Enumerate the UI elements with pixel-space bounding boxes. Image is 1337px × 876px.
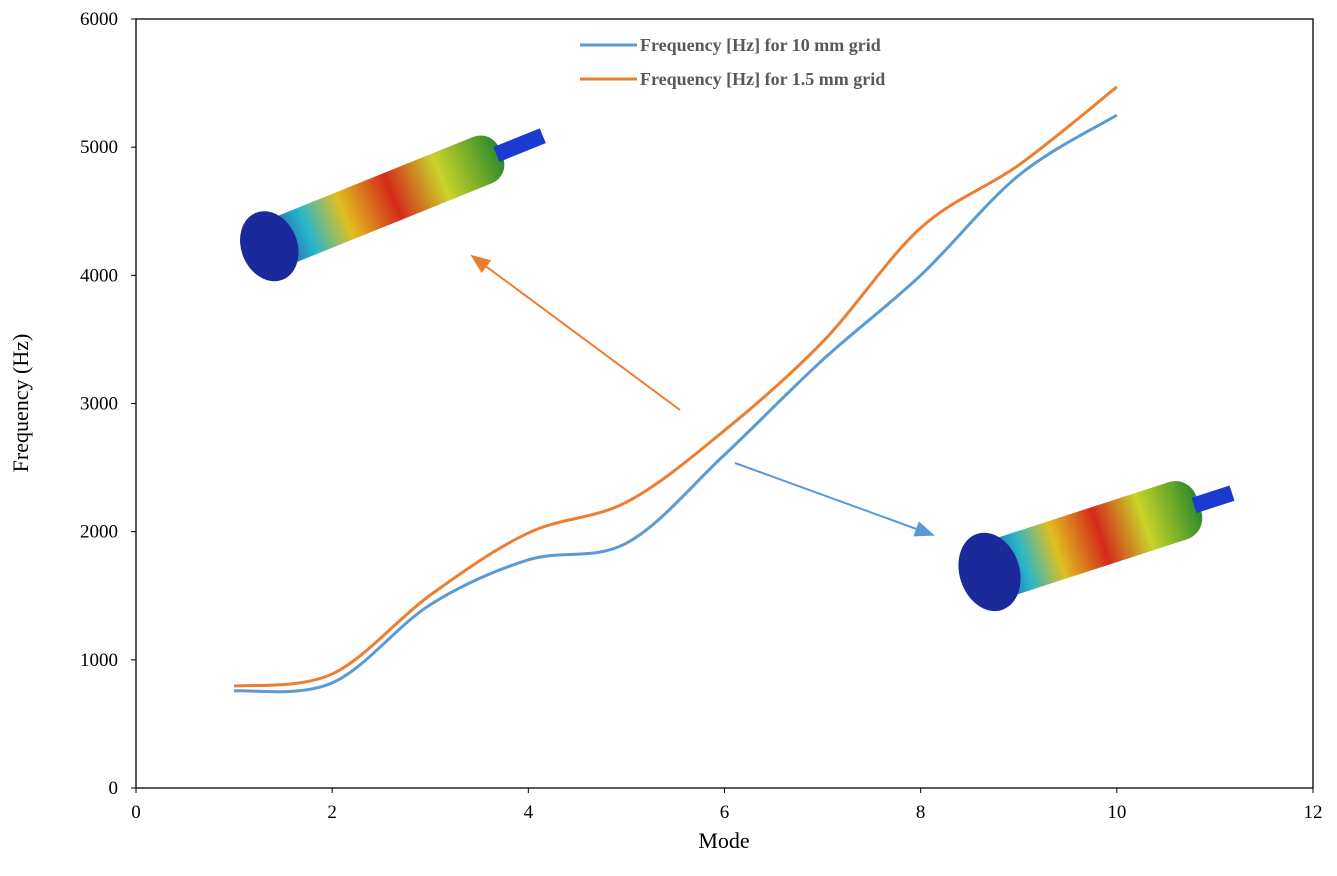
y-tick-label: 6000 — [80, 9, 118, 30]
y-tick-label: 3000 — [80, 394, 118, 415]
chart: Mode Frequency (Hz) 0 1000 2000 3000 4000 500… — [0, 0, 1337, 871]
x-axis-label: Mode — [698, 828, 749, 853]
crankshaft-image — [230, 102, 556, 290]
y-tick-label: 5000 — [80, 137, 118, 158]
plot-area — [136, 19, 1313, 788]
x-tick-label: 8 — [916, 802, 926, 823]
x-tick-label: 12 — [1304, 802, 1323, 823]
x-tick-label: 6 — [720, 802, 730, 823]
x-tick-label: 4 — [524, 802, 534, 823]
legend-label: Frequency [Hz] for 1.5 mm grid — [640, 69, 885, 89]
x-tick-label: 2 — [327, 802, 337, 823]
y-tick-label: 2000 — [80, 522, 118, 543]
legend-label: Frequency [Hz] for 10 mm grid — [640, 35, 881, 55]
arrow — [735, 463, 933, 535]
y-tick-label: 1000 — [80, 650, 118, 671]
arrow — [472, 256, 680, 410]
x-tick-label: 0 — [131, 802, 141, 823]
crankshaft-image — [949, 455, 1245, 619]
y-tick-label: 0 — [109, 778, 119, 799]
x-tick-label: 10 — [1107, 802, 1126, 823]
y-tick-label: 4000 — [80, 265, 118, 286]
y-axis-label: Frequency (Hz) — [8, 334, 33, 473]
